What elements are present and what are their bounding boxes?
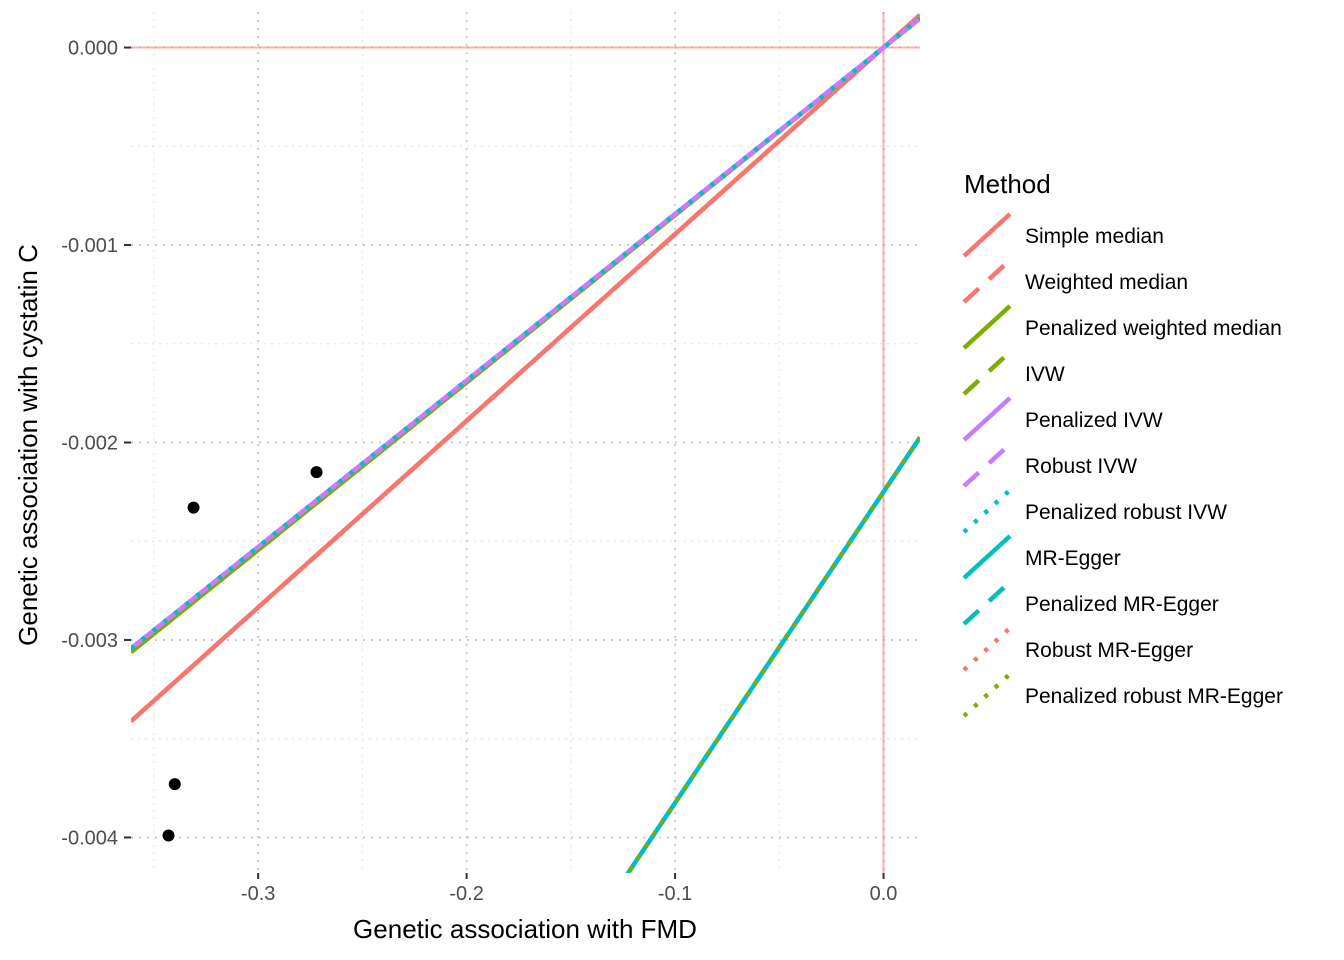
series-lines xyxy=(131,13,920,873)
legend-key xyxy=(962,350,1012,396)
series-line-mr-egger xyxy=(625,436,920,873)
x-tick-label: 0.0 xyxy=(870,883,898,905)
legend-label: Simple median xyxy=(1025,225,1164,248)
y-axis-title: Genetic association with cystatin C xyxy=(13,244,43,646)
legend-label: Weighted median xyxy=(1025,271,1188,294)
legend-label: Penalized robust MR-Egger xyxy=(1025,685,1283,708)
legend-item: IVW xyxy=(962,350,1065,396)
legend-item: Simple median xyxy=(962,212,1164,258)
minor-gridlines xyxy=(131,12,920,873)
legend-key xyxy=(962,442,1012,488)
legend-key xyxy=(962,304,1012,350)
y-tick-label: -0.001 xyxy=(61,235,118,257)
legend-item: Robust IVW xyxy=(962,442,1137,488)
legend-item: Penalized robust IVW xyxy=(962,488,1227,534)
legend-key xyxy=(962,396,1012,442)
legend-key xyxy=(962,672,1012,718)
legend: Method Simple median Weighted median Penal… xyxy=(962,169,1283,718)
y-tick-label: 0.000 xyxy=(68,38,118,60)
data-point xyxy=(162,829,175,842)
legend-title: Method xyxy=(964,169,1051,199)
legend-item: Penalized robust MR-Egger xyxy=(962,672,1283,718)
major-gridlines xyxy=(131,12,920,873)
legend-key xyxy=(962,212,1012,258)
legend-item: Weighted median xyxy=(962,258,1188,304)
reference-lines xyxy=(131,12,920,873)
legend-item: Penalized IVW xyxy=(962,396,1163,442)
legend-key xyxy=(962,626,1012,672)
series-line-weighted-median xyxy=(131,13,920,723)
data-point xyxy=(187,501,200,514)
legend-key xyxy=(962,580,1012,626)
x-tick-label: -0.2 xyxy=(449,883,483,905)
legend-label: Penalized MR-Egger xyxy=(1025,593,1219,616)
legend-item: Penalized MR-Egger xyxy=(962,580,1219,626)
series-line-penalized-mr-egger xyxy=(625,436,920,873)
legend-label: MR-Egger xyxy=(1025,547,1121,570)
y-axis-ticks: 0.000 -0.001 -0.002 -0.003 -0.004 xyxy=(61,38,131,849)
series-line-penalized-robust-ivw xyxy=(131,16,920,651)
x-axis-title: Genetic association with FMD xyxy=(353,914,697,944)
legend-label: Penalized IVW xyxy=(1025,409,1163,432)
legend-label: Penalized weighted median xyxy=(1025,317,1282,340)
legend-item: Robust MR-Egger xyxy=(962,626,1193,672)
y-tick-label: -0.002 xyxy=(61,433,118,455)
legend-label: Robust IVW xyxy=(1025,455,1137,478)
y-tick-label: -0.003 xyxy=(61,630,118,652)
legend-key xyxy=(962,258,1012,304)
data-point xyxy=(310,466,323,479)
legend-key xyxy=(962,534,1012,580)
x-tick-label: -0.3 xyxy=(241,883,275,905)
legend-item: MR-Egger xyxy=(962,534,1121,580)
data-point xyxy=(168,778,181,791)
legend-label: Penalized robust IVW xyxy=(1025,501,1227,524)
x-tick-label: -0.1 xyxy=(658,883,692,905)
y-tick-label: -0.004 xyxy=(61,827,118,849)
legend-key xyxy=(962,488,1012,534)
legend-label: IVW xyxy=(1025,363,1065,386)
data-points xyxy=(162,466,323,842)
legend-item: Penalized weighted median xyxy=(962,304,1282,350)
series-line-penalized-robust-mr-egger xyxy=(625,436,920,873)
series-line-robust-mr-egger xyxy=(625,436,920,873)
legend-label: Robust MR-Egger xyxy=(1025,639,1193,662)
x-axis-ticks: -0.3 -0.2 -0.1 0.0 xyxy=(241,873,898,905)
